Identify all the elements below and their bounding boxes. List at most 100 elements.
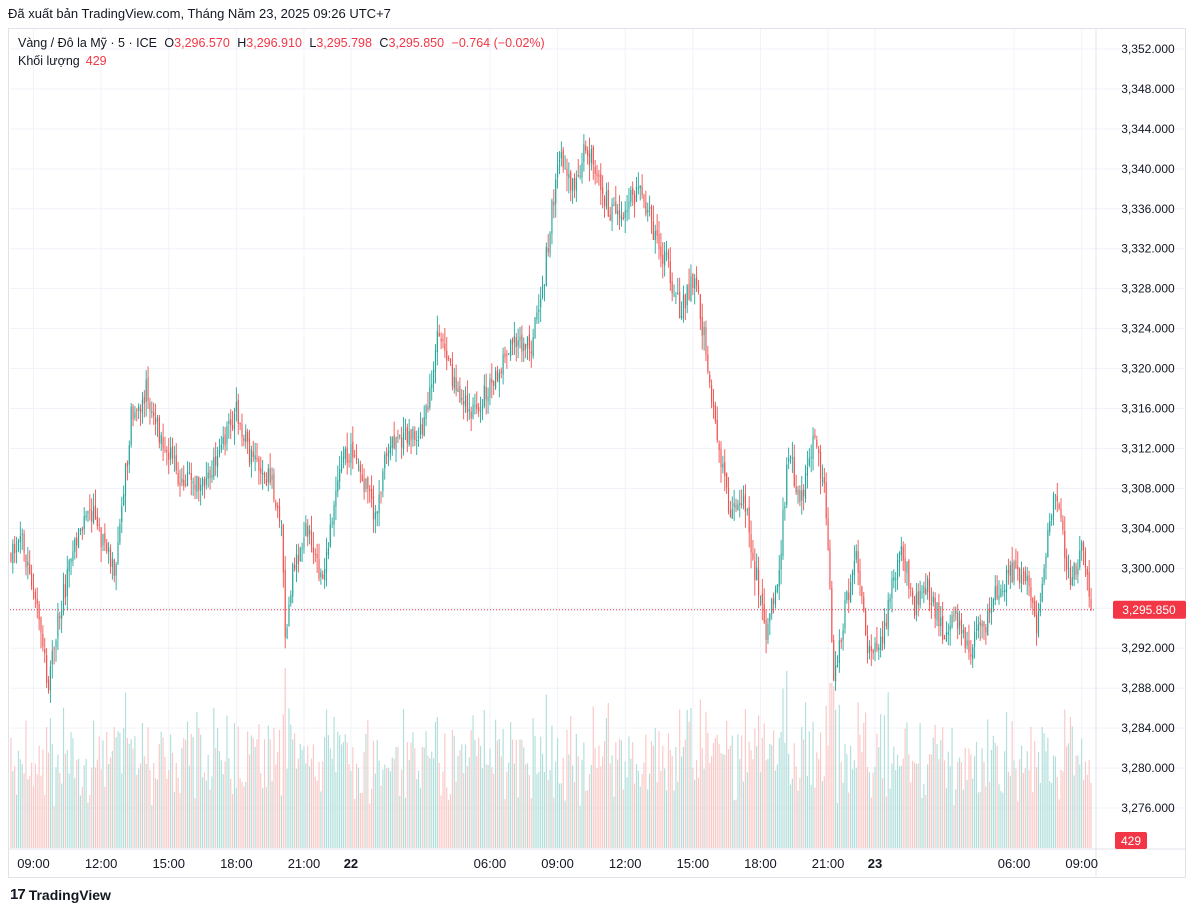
volume-bar (436, 717, 438, 848)
close-label: C (379, 36, 389, 50)
volume-bar (752, 759, 754, 848)
volume-bar (913, 762, 916, 848)
volume-bar (990, 749, 993, 848)
candle-body (391, 437, 393, 448)
price-tick-label: 3,328.000 (1121, 282, 1175, 296)
volume-bar (938, 759, 940, 848)
candle-body (402, 432, 405, 449)
volume-bar (117, 731, 119, 848)
candle-body (190, 472, 192, 481)
volume-bar (795, 766, 797, 848)
candle-body (147, 377, 149, 401)
candle-body (752, 552, 754, 560)
candle-body (639, 185, 641, 189)
candle-body (637, 187, 639, 189)
volume-bar (650, 741, 653, 848)
candle-body (650, 206, 653, 220)
candle-body (247, 432, 249, 442)
volume-bar (940, 740, 942, 848)
candle-body (205, 477, 207, 485)
volume-legend: Khối lượng 429 (18, 54, 107, 68)
volume-value: 429 (85, 54, 107, 68)
volume-bar (147, 727, 149, 848)
candle-body (519, 336, 521, 341)
time-tick-label: 12:00 (609, 856, 642, 871)
volume-bar (96, 759, 98, 848)
candle-body (590, 148, 592, 163)
volume-bar (895, 770, 897, 848)
volume-bar (254, 746, 256, 848)
volume-bar (309, 766, 311, 848)
candle-body (927, 578, 929, 593)
symbol-label[interactable]: Vàng / Đô la Mỹ · 5 · ICE (18, 36, 157, 50)
candle-body (185, 484, 187, 486)
candle-body (526, 336, 529, 346)
candle-body (838, 640, 840, 664)
volume-bar (1002, 792, 1004, 848)
candle-body (688, 283, 690, 300)
volume-bar (74, 778, 76, 848)
candle-body (386, 453, 388, 456)
candle-body (179, 482, 181, 486)
volume-bar (592, 706, 594, 848)
candle-body (686, 285, 688, 306)
volume-bar (936, 744, 938, 848)
candle-body (895, 579, 897, 581)
volume-bar (1026, 751, 1028, 848)
volume-bar (727, 749, 730, 848)
volume-bar (376, 739, 378, 848)
volume-bar (675, 746, 677, 848)
volume-bar (339, 735, 341, 848)
volume-bar (245, 781, 247, 848)
candle-body (365, 478, 367, 489)
candle-body (196, 476, 198, 492)
candle-body (74, 538, 76, 552)
candle-body (10, 553, 12, 562)
volume-bar (320, 791, 322, 848)
volume-bar (200, 734, 202, 848)
volume-bar (248, 754, 251, 848)
candle-body (797, 489, 799, 495)
candle-body (573, 177, 576, 189)
candle-body (57, 613, 59, 639)
time-tick-label: 15:00 (152, 856, 185, 871)
candle-body (825, 482, 827, 519)
tradingview-brand[interactable]: 17 TradingView (10, 886, 111, 903)
candle-body (318, 559, 320, 579)
candle-body (556, 164, 559, 178)
volume-bar (776, 764, 778, 848)
volume-label[interactable]: Khối lượng (18, 54, 80, 68)
candle-body (64, 584, 66, 598)
candle-body (222, 437, 224, 444)
volume-bar (378, 760, 380, 848)
candle-body (694, 278, 696, 289)
price-axis: 3,352.000 3,348.000 3,344.000 3,340.000 3,33… (1121, 42, 1175, 815)
candle-body (1032, 598, 1034, 604)
candle-body (989, 608, 991, 613)
volume-bar (357, 767, 360, 848)
volume-bar (292, 739, 294, 848)
volume-bar (481, 768, 484, 848)
candle-body (1081, 541, 1083, 551)
volume-bar (639, 786, 641, 848)
candle-body (1086, 568, 1088, 575)
volume-bar (573, 782, 576, 848)
volume-bar (804, 702, 807, 848)
candle-body (425, 405, 427, 420)
candle-body (207, 472, 209, 479)
candle-body (831, 587, 833, 642)
volume-bar (814, 787, 816, 848)
candle-body (677, 292, 679, 294)
candle-body (457, 388, 459, 392)
volume-bar (893, 746, 895, 848)
volume-bar (883, 715, 886, 848)
price-overlays: 3,295.850 429 (10, 600, 1186, 849)
volume-bar (566, 729, 568, 848)
candle-body (620, 215, 623, 222)
candle-body (483, 385, 485, 407)
candle-body (419, 424, 422, 436)
volume-bar (102, 740, 104, 848)
volume-bar (198, 727, 200, 848)
volume-bar (290, 724, 292, 848)
